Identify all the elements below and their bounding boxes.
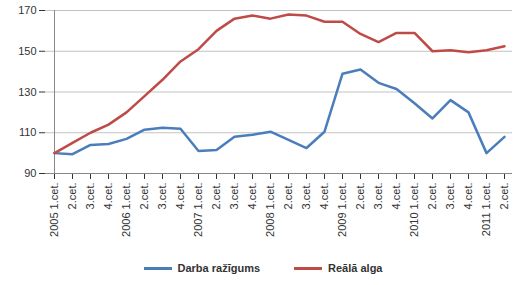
svg-text:2009 1.cet.: 2009 1.cet. [336, 183, 348, 237]
svg-text:170: 170 [18, 4, 36, 16]
svg-text:90: 90 [24, 167, 36, 179]
svg-text:4.cet.: 4.cet. [174, 183, 186, 210]
svg-text:2011 1.cet.: 2011 1.cet. [480, 183, 492, 237]
svg-text:150: 150 [18, 45, 36, 57]
svg-text:4.cet.: 4.cet. [246, 183, 258, 210]
html-text:Reālā alga: Reālā alga [328, 262, 383, 274]
svg-text:2.cet.: 2.cet. [354, 183, 366, 210]
svg-text:2.cet.: 2.cet. [426, 183, 438, 210]
svg-text:130: 130 [18, 86, 36, 98]
svg-text:110: 110 [19, 126, 37, 138]
svg-text:3.cet.: 3.cet. [300, 183, 312, 210]
svg-text:2.cet.: 2.cet. [210, 183, 222, 210]
svg-text:2.cet.: 2.cet. [138, 183, 150, 210]
svg-text:2010 1.cet.: 2010 1.cet. [408, 183, 420, 237]
svg-text:4.cet.: 4.cet. [102, 183, 114, 210]
svg-text:2.cet.: 2.cet. [66, 183, 78, 210]
svg-text:2006 1.cet.: 2006 1.cet. [120, 183, 132, 237]
svg-text:2.cet.: 2.cet. [282, 183, 294, 210]
svg-text:3.cet.: 3.cet. [372, 183, 384, 210]
svg-text:4.cet.: 4.cet. [390, 183, 402, 210]
svg-text:2.cet.: 2.cet. [498, 183, 510, 210]
svg-text:3.cet.: 3.cet. [228, 183, 240, 210]
svg-text:4.cet.: 4.cet. [318, 183, 330, 210]
svg-text:2008 1.cet.: 2008 1.cet. [264, 183, 276, 237]
svg-text:3.cet.: 3.cet. [84, 183, 96, 210]
svg-text:3.cet.: 3.cet. [444, 183, 456, 210]
svg-text:2007 1.cet.: 2007 1.cet. [192, 183, 204, 237]
html-text:Darba ražīgums: Darba ražīgums [177, 262, 260, 274]
svg-text:4.cet.: 4.cet. [462, 183, 474, 210]
svg-text:2005 1.cet.: 2005 1.cet. [48, 183, 60, 237]
svg-text:3.cet.: 3.cet. [156, 183, 168, 210]
